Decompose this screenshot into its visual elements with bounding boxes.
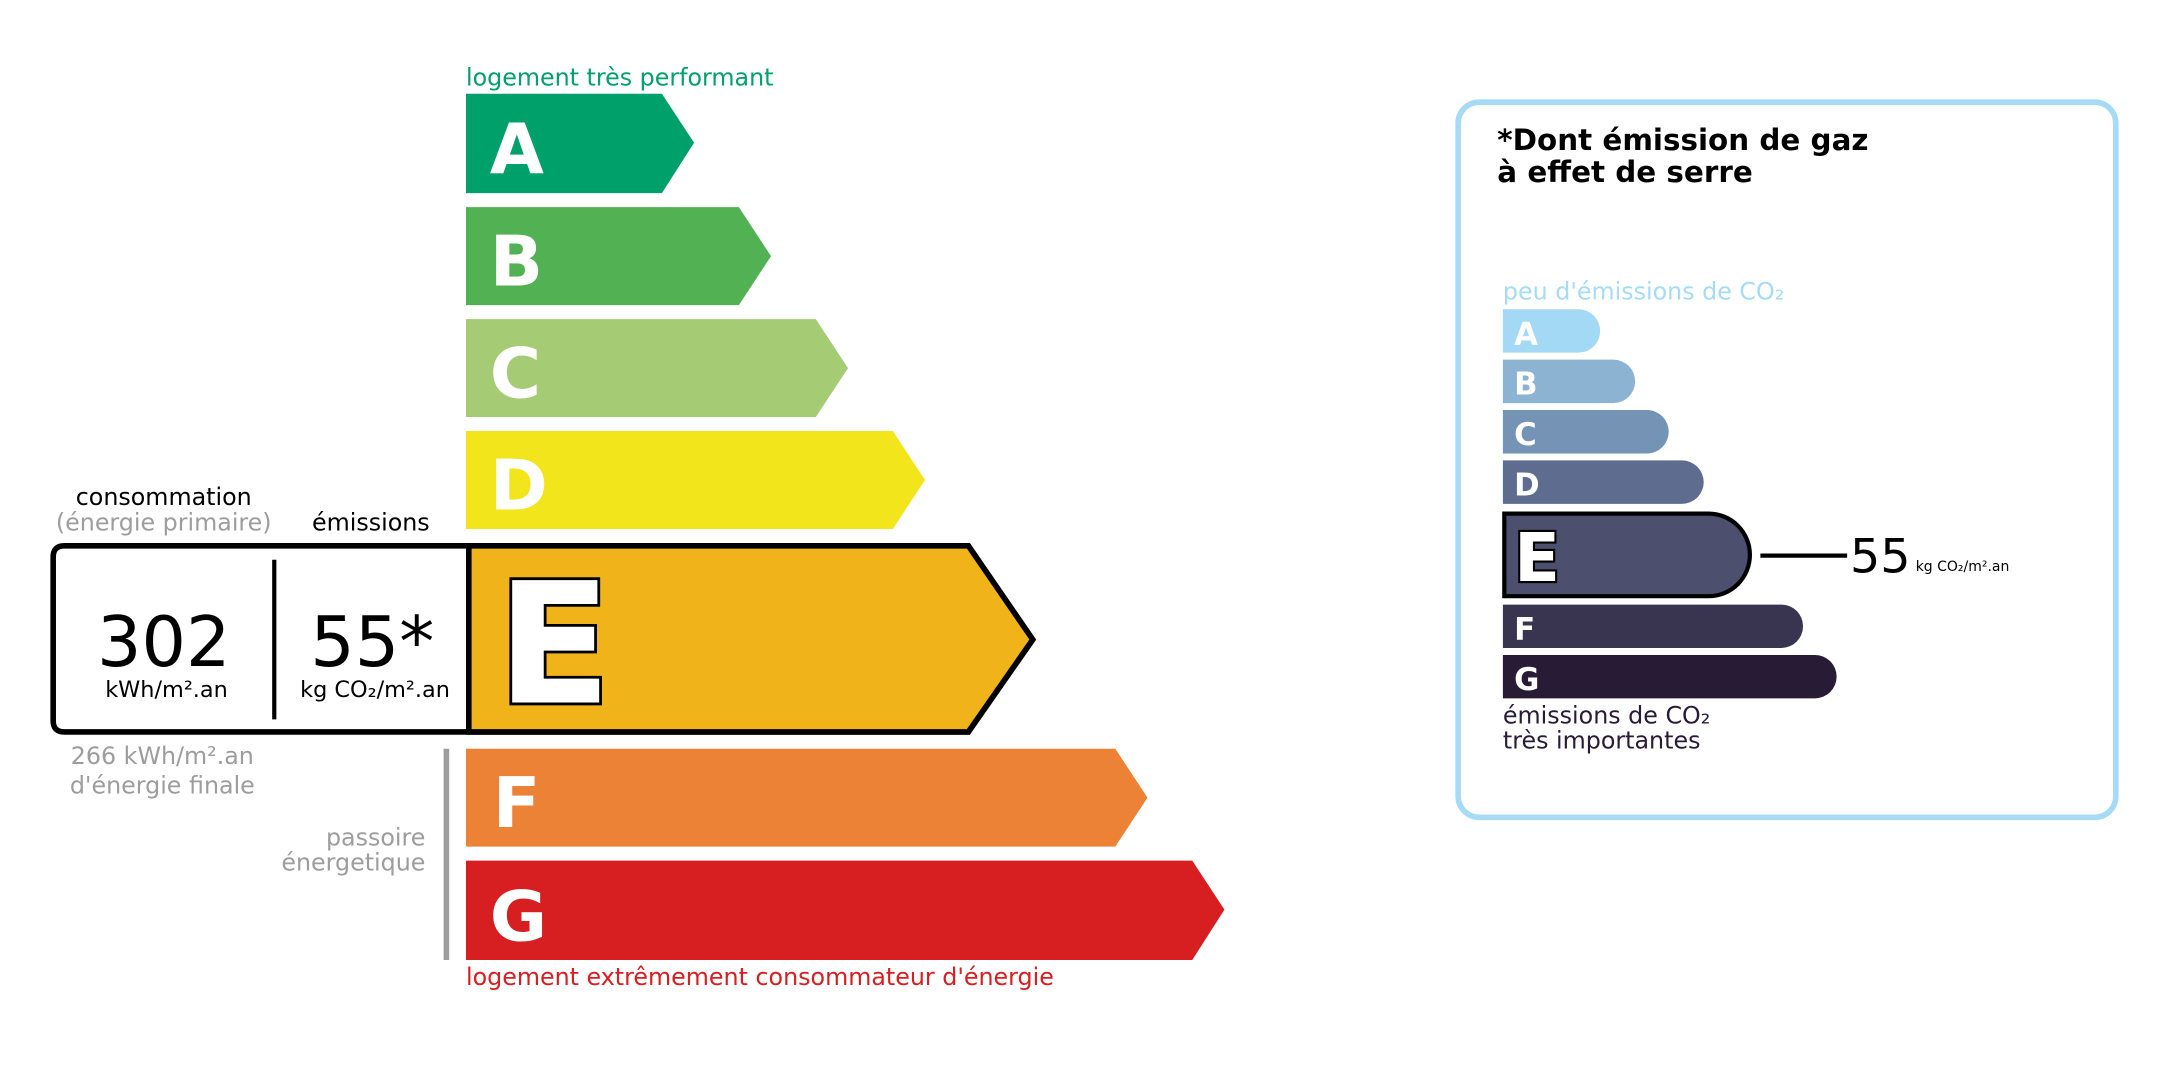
ges-bar-G [1502, 654, 1837, 699]
ges-letter-G: G [1514, 662, 1539, 698]
ges-unit: kg CO₂/m².an [1916, 559, 2010, 575]
consumption-unit: kWh/m².an [105, 677, 228, 703]
energy-class-A: A [465, 93, 695, 194]
final-energy-label: d'énergie finale [70, 771, 255, 799]
energy-letter-B: B [490, 222, 543, 303]
ges-bar-B [1502, 359, 1636, 404]
ges-top-label: peu d'émissions de CO₂ [1503, 278, 1784, 306]
energy-bottom-label: logement extrêmement consommateur d'éner… [466, 963, 1054, 991]
emissions-unit: kg CO₂/m².an [300, 677, 450, 703]
consumption-header: consommation [76, 483, 252, 511]
passoire-label-2: énergetique [281, 848, 425, 876]
final-energy-value: 266 kWh/m².an [71, 742, 254, 770]
ges-value: 55 [1850, 529, 1911, 584]
energy-letter-E: E [497, 547, 612, 743]
energy-letter-A: A [490, 110, 544, 191]
energy-letter-G: G [490, 876, 547, 957]
ges-letter-D: D [1514, 467, 1540, 503]
energy-letter-C: C [490, 333, 541, 414]
emissions-value: 55* [310, 602, 434, 683]
ges-bottom-label-1: émissions de CO₂ [1503, 702, 1710, 730]
energy-bar-F [465, 748, 1148, 847]
energy-class-B: B [465, 207, 772, 306]
energy-class-E-current: E 302 kWh/m².an 55* kg CO₂/m².an [50, 542, 1037, 745]
ges-bar-D [1502, 460, 1704, 504]
energy-letter-D: D [490, 445, 548, 526]
energy-top-label: logement très performant [466, 63, 774, 91]
ges-letter-E: E [1514, 519, 1560, 597]
energy-bar-B [465, 207, 772, 306]
ges-letter-F: F [1514, 612, 1535, 648]
energy-bar-G [465, 860, 1225, 961]
energy-bar-A [465, 93, 695, 194]
consumption-value: 302 [97, 602, 231, 683]
energy-class-G: G [465, 860, 1225, 961]
energy-class-F: F [465, 748, 1148, 847]
emissions-header: émissions [312, 508, 430, 536]
energy-bar-E [465, 542, 1037, 735]
energy-class-C: C [465, 319, 849, 418]
energy-bar-C [465, 319, 849, 418]
ges-title-2: à effet de serre [1497, 155, 1752, 189]
ges-bar-A [1502, 309, 1601, 353]
ges-title-1: *Dont émission de gaz [1497, 123, 1868, 157]
ges-letter-C: C [1514, 417, 1537, 453]
ges-bar-C [1502, 410, 1669, 454]
ges-bottom-label-2: très importantes [1503, 727, 1701, 755]
ges-bar-F [1502, 604, 1804, 648]
energy-class-D: D [465, 431, 925, 530]
ges-letter-A: A [1514, 316, 1538, 352]
energy-letter-F: F [493, 763, 541, 844]
energy-bar-D [465, 431, 925, 530]
consumption-subheader: (énergie primaire) [56, 508, 272, 536]
passoire-label-1: passoire [326, 823, 425, 851]
ges-bar-E-current [1502, 511, 1752, 599]
ges-letter-B: B [1514, 367, 1537, 403]
ges-panel: *Dont émission de gaz à effet de serre p… [1455, 99, 2119, 821]
